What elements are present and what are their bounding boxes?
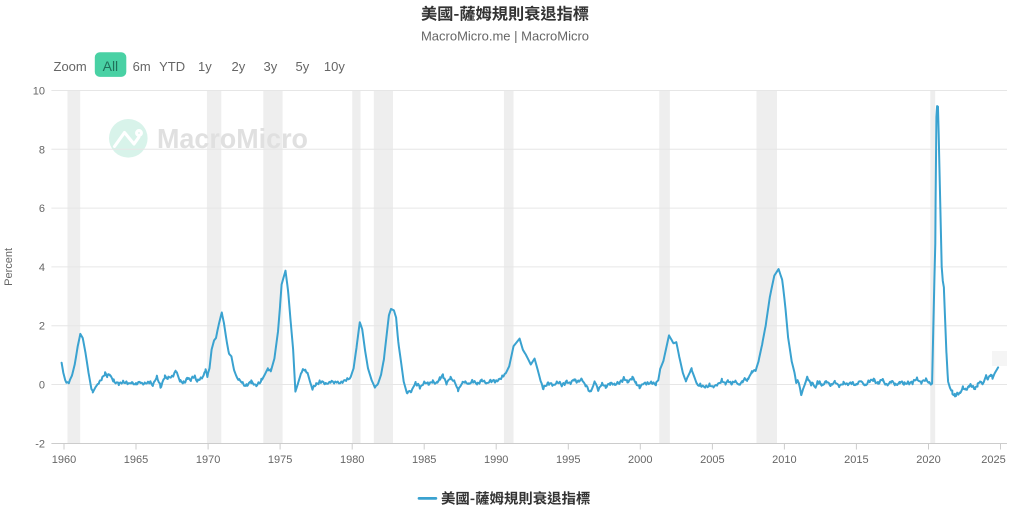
svg-text:Zoom: Zoom	[54, 59, 87, 74]
svg-text:All: All	[103, 58, 119, 74]
svg-text:Percent: Percent	[3, 248, 15, 286]
svg-text:1965: 1965	[124, 454, 148, 466]
svg-text:10y: 10y	[324, 59, 345, 74]
svg-text:-2: -2	[35, 438, 45, 450]
svg-text:YTD: YTD	[159, 59, 185, 74]
svg-text:2015: 2015	[844, 454, 868, 466]
svg-text:1980: 1980	[340, 454, 364, 466]
svg-text:2020: 2020	[916, 454, 940, 466]
svg-text:1960: 1960	[52, 454, 76, 466]
svg-text:2010: 2010	[772, 454, 796, 466]
svg-text:1975: 1975	[268, 454, 292, 466]
svg-text:2025: 2025	[981, 454, 1005, 466]
svg-text:MacroMicro.me | MacroMicro: MacroMicro.me | MacroMicro	[421, 29, 589, 44]
svg-text:1y: 1y	[198, 59, 212, 74]
svg-text:1985: 1985	[412, 454, 436, 466]
svg-text:1970: 1970	[196, 454, 220, 466]
svg-text:6: 6	[39, 203, 45, 215]
svg-text:10: 10	[33, 86, 45, 98]
svg-text:0: 0	[39, 380, 45, 392]
svg-text:8: 8	[39, 144, 45, 156]
svg-text:6m: 6m	[133, 59, 151, 74]
svg-text:2005: 2005	[700, 454, 724, 466]
svg-text:2000: 2000	[628, 454, 652, 466]
svg-text:1990: 1990	[484, 454, 508, 466]
svg-text:2: 2	[39, 321, 45, 333]
svg-text:4: 4	[39, 262, 45, 274]
svg-text:3y: 3y	[264, 59, 278, 74]
svg-text:2y: 2y	[232, 59, 246, 74]
svg-text:1995: 1995	[556, 454, 580, 466]
svg-text:5y: 5y	[296, 59, 310, 74]
